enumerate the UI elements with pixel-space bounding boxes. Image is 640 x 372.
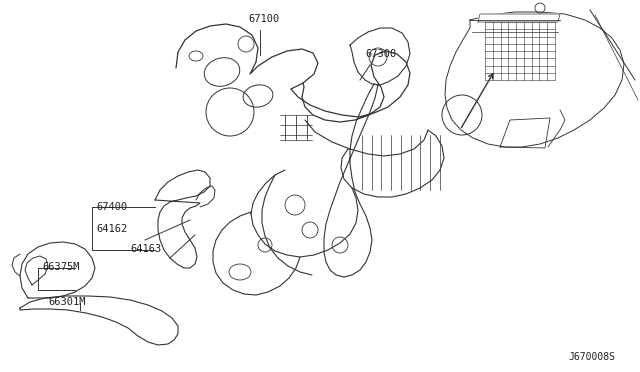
Text: 66301M: 66301M (48, 297, 86, 307)
Polygon shape (20, 242, 95, 298)
Text: 66375M: 66375M (42, 262, 79, 272)
Polygon shape (445, 12, 624, 147)
Polygon shape (324, 84, 378, 277)
Polygon shape (478, 14, 560, 20)
Polygon shape (25, 256, 48, 285)
Polygon shape (350, 28, 410, 85)
Text: J670008S: J670008S (568, 352, 615, 362)
Polygon shape (155, 170, 210, 268)
Text: 64163: 64163 (130, 244, 161, 254)
Text: 64162: 64162 (96, 224, 127, 234)
Polygon shape (20, 296, 178, 345)
Text: 67300: 67300 (365, 49, 396, 59)
Text: 67400: 67400 (96, 202, 127, 212)
Text: 67100: 67100 (248, 14, 279, 24)
